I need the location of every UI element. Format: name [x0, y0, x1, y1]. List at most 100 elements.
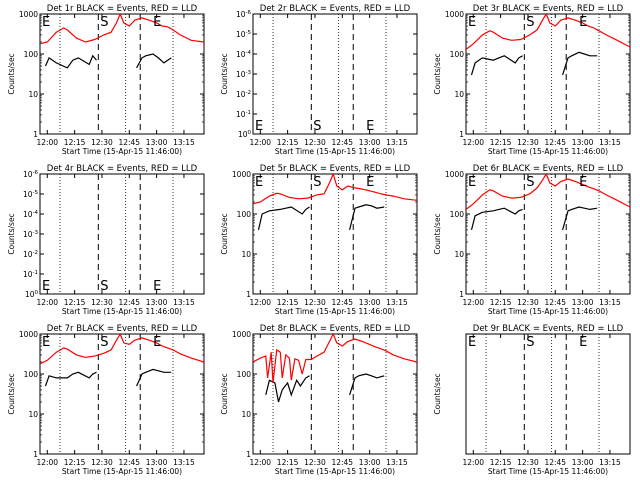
y-tick-label: 10: [454, 250, 464, 259]
events-series-line: [136, 53, 172, 69]
y-tick-label: 100: [450, 210, 465, 219]
plot-frame: [252, 13, 418, 135]
x-tick-label: 12:00: [462, 458, 484, 467]
y-tick-label: 10-6: [236, 10, 252, 19]
x-tick-label: 12:30: [91, 458, 113, 467]
x-axis-label: Start Time (15-Apr-15 11:46:00): [62, 147, 182, 156]
x-tick-label: 13:00: [359, 298, 381, 307]
y-tick-label: 10-4: [236, 50, 252, 59]
event-marker: E: [468, 15, 476, 30]
y-tick-label: 1000: [19, 330, 38, 339]
x-tick-label: 12:45: [331, 458, 353, 467]
lld-series-line: [253, 174, 417, 205]
y-tick-label: 10-1: [236, 110, 251, 119]
x-tick-label: 12:30: [517, 298, 539, 307]
x-tick-label: 12:15: [64, 458, 86, 467]
event-marker: E: [153, 15, 161, 30]
y-axis-label: Counts/sec: [433, 53, 442, 94]
y-tick-label: 10-6: [23, 170, 39, 179]
detector-panel-2: Det 2r BLACK = Events, RED = LLD 100 10-1 1…: [220, 4, 418, 156]
detector-panel-4: Det 4r BLACK = Events, RED = LLD 100 10-1 1…: [7, 164, 205, 316]
plot-frame: [252, 333, 418, 455]
panel-title: Det 3r BLACK = Events, RED = LLD: [473, 4, 624, 14]
plot-frame: [465, 173, 631, 295]
events-series-line: [349, 204, 385, 231]
x-tick-label: 12:45: [118, 458, 140, 467]
event-marker: E: [468, 335, 476, 350]
x-tick-label: 13:00: [359, 138, 381, 147]
event-marker: S: [100, 279, 108, 294]
y-tick-label: 100: [237, 370, 252, 379]
events-series-line: [562, 206, 598, 231]
x-tick-label: 12:00: [249, 458, 271, 467]
plot-frame: [39, 173, 205, 295]
x-tick-label: 13:15: [599, 138, 621, 147]
events-series-line: [470, 55, 523, 76]
y-tick-label: 10-2: [236, 90, 251, 99]
x-tick-label: 13:00: [572, 458, 594, 467]
panel-title: Det 1r BLACK = Events, RED = LLD: [47, 4, 198, 14]
y-axis-label: Counts/sec: [220, 53, 229, 94]
x-tick-label: 12:15: [490, 298, 512, 307]
panel-title: Det 2r BLACK = Events, RED = LLD: [260, 4, 411, 14]
events-series-line: [44, 371, 97, 387]
x-tick-label: 13:00: [572, 298, 594, 307]
x-tick-label: 13:15: [599, 458, 621, 467]
y-tick-label: 10-3: [23, 230, 39, 239]
event-marker: E: [579, 15, 587, 30]
y-axis-label: Counts/sec: [7, 213, 16, 254]
detector-panel-6: Det 6r BLACK = Events, RED = LLD 1 10 100 10…: [433, 164, 631, 316]
detector-panel-5: Det 5r BLACK = Events, RED = LLD 1 10 100 10…: [220, 164, 418, 316]
x-tick-label: 13:15: [386, 138, 408, 147]
x-axis-label: Start Time (15-Apr-15 11:46:00): [275, 467, 395, 476]
y-tick-label: 10-5: [236, 30, 252, 39]
event-marker: S: [526, 175, 534, 190]
detector-panel-8: Det 8r BLACK = Events, RED = LLD 1 10 100 10…: [220, 324, 418, 476]
x-tick-label: 12:30: [304, 138, 326, 147]
y-tick-label: 1000: [232, 330, 251, 339]
x-axis-label: Start Time (15-Apr-15 11:46:00): [488, 147, 608, 156]
y-tick-label: 1: [459, 290, 464, 299]
y-tick-label: 1000: [445, 170, 464, 179]
event-marker: S: [526, 335, 534, 350]
event-marker: E: [579, 175, 587, 190]
events-series-line: [136, 368, 172, 387]
x-tick-label: 12:00: [36, 298, 58, 307]
x-tick-label: 13:15: [173, 138, 195, 147]
events-series-line: [562, 51, 598, 76]
x-tick-label: 13:00: [146, 458, 168, 467]
x-tick-label: 12:15: [64, 298, 86, 307]
x-tick-label: 12:15: [277, 138, 299, 147]
y-tick-label: 10: [241, 410, 251, 419]
plot-frame: [465, 333, 631, 455]
plot-frame: [252, 173, 418, 295]
event-marker: S: [100, 15, 108, 30]
y-axis-label: Counts/sec: [433, 373, 442, 414]
y-axis-label: Counts/sec: [220, 213, 229, 254]
event-marker: E: [468, 175, 476, 190]
y-tick-label: 10-5: [23, 190, 39, 199]
y-tick-label: 10-1: [23, 270, 38, 279]
events-series-line: [470, 207, 523, 231]
x-tick-label: 12:15: [64, 138, 86, 147]
y-tick-label: 10: [454, 90, 464, 99]
x-tick-label: 12:15: [277, 298, 299, 307]
panel-title: Det 9r BLACK = Events, RED = LLD: [473, 324, 624, 334]
x-tick-label: 12:00: [462, 138, 484, 147]
x-tick-label: 12:45: [544, 298, 566, 307]
x-tick-label: 12:30: [91, 298, 113, 307]
y-tick-label: 100: [25, 290, 39, 299]
event-marker: E: [42, 279, 50, 294]
panel-title: Det 8r BLACK = Events, RED = LLD: [260, 324, 411, 334]
x-tick-label: 12:30: [91, 138, 113, 147]
x-tick-label: 12:15: [277, 458, 299, 467]
lld-series-line: [40, 334, 204, 365]
y-axis-label: Counts/sec: [7, 53, 16, 94]
detector-panel-1: Det 1r BLACK = Events, RED = LLD 1 10 100 10…: [7, 4, 205, 156]
event-marker: E: [255, 119, 263, 134]
event-marker: E: [366, 119, 374, 134]
x-tick-label: 12:30: [517, 458, 539, 467]
event-marker: E: [153, 279, 161, 294]
event-marker: E: [579, 335, 587, 350]
